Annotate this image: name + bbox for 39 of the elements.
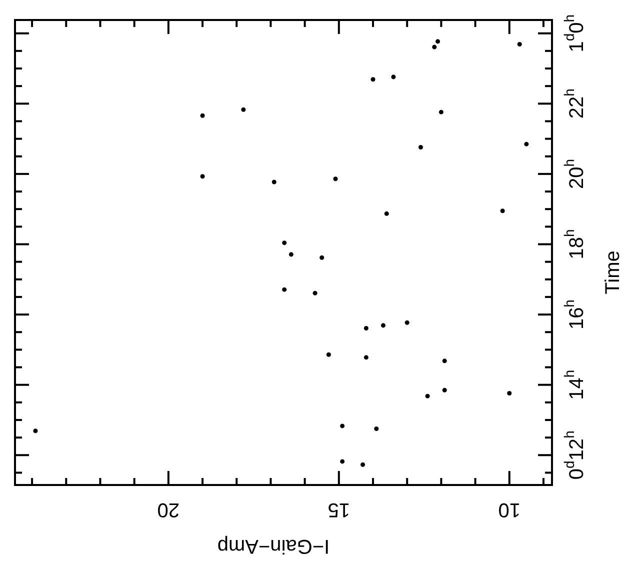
- point: [282, 287, 287, 292]
- point: [370, 77, 376, 82]
- point: [436, 39, 440, 44]
- point: [360, 462, 366, 467]
- x-tick-label: 15: [328, 498, 350, 521]
- point: [340, 424, 345, 428]
- point: [312, 290, 318, 296]
- point: [404, 320, 410, 325]
- point: [438, 110, 444, 114]
- y-axis-title: Time: [602, 250, 624, 294]
- point: [391, 74, 396, 80]
- point: [326, 352, 331, 357]
- point: [418, 144, 423, 150]
- point: [364, 326, 368, 330]
- point: [384, 211, 389, 216]
- x-tick-label: 20: [157, 498, 180, 521]
- point: [200, 113, 205, 118]
- point: [374, 426, 379, 432]
- point: [33, 428, 38, 434]
- point: [364, 355, 368, 360]
- point: [432, 44, 437, 50]
- point: [500, 208, 505, 214]
- point: [380, 323, 386, 328]
- point: [272, 180, 276, 184]
- point: [282, 240, 287, 246]
- point: [507, 391, 512, 396]
- point: [333, 176, 338, 182]
- point: [200, 174, 205, 179]
- point: [517, 42, 522, 47]
- point: [241, 107, 246, 112]
- point: [442, 388, 447, 392]
- point: [524, 142, 529, 146]
- point: [425, 394, 430, 398]
- point: [340, 459, 345, 464]
- point: [442, 358, 447, 364]
- point: [288, 252, 294, 257]
- x-tick-label: 10: [498, 498, 521, 521]
- x-axis-title: I−Gain−Amp: [217, 534, 330, 557]
- point: [320, 255, 324, 260]
